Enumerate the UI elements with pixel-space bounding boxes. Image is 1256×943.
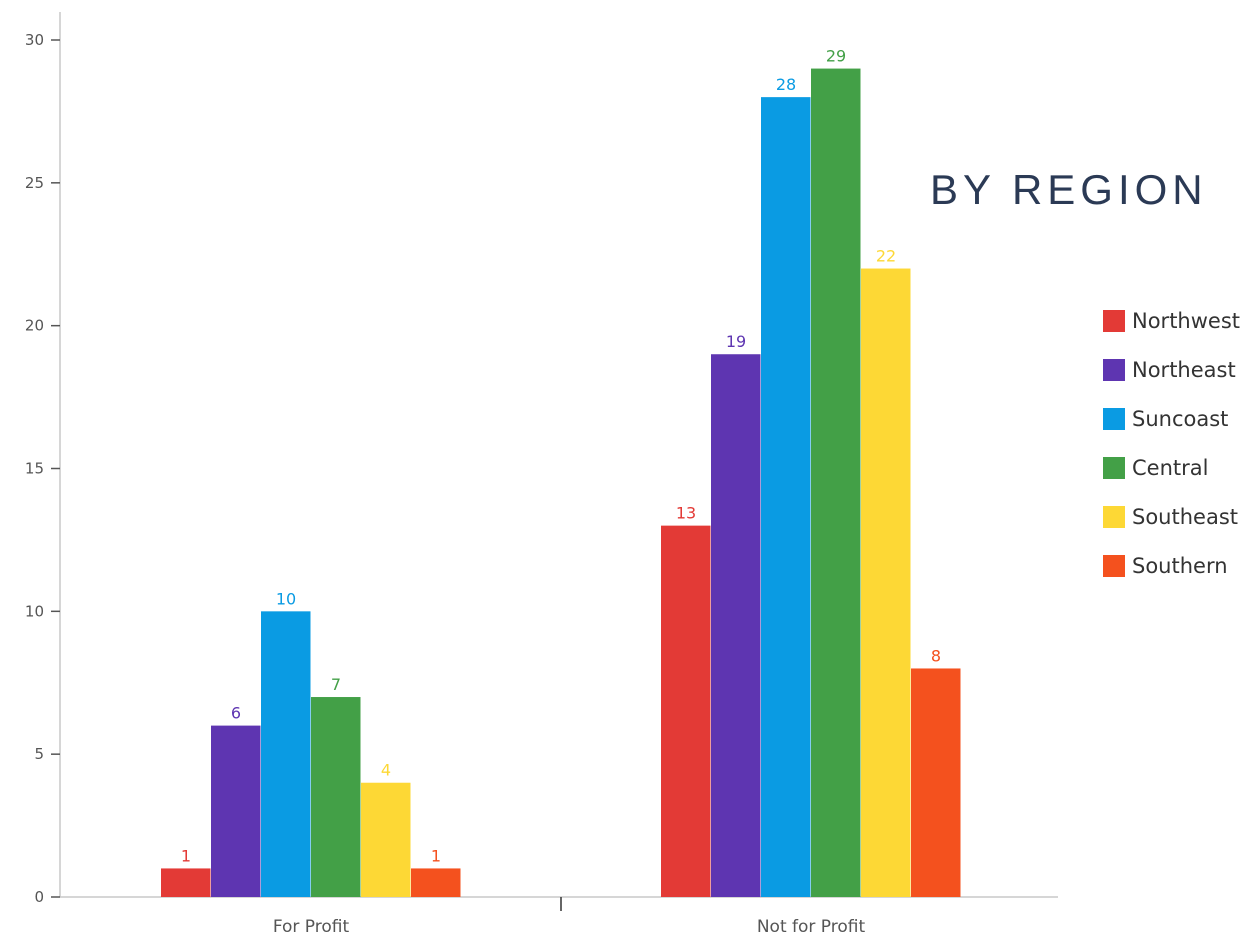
y-tick-label: 25: [25, 174, 44, 192]
x-tick-label: Not for Profit: [757, 917, 866, 937]
bar: [861, 268, 911, 897]
bar: [161, 868, 211, 897]
data-label: 8: [931, 646, 941, 665]
data-label: 19: [726, 332, 746, 351]
legend-item: Northeast: [1103, 345, 1240, 394]
bar: [711, 354, 761, 897]
data-label: 22: [876, 247, 896, 266]
y-tick-label: 15: [25, 460, 44, 478]
data-label: 28: [776, 75, 796, 94]
legend-swatch: [1103, 358, 1125, 381]
legend-label: Suncoast: [1132, 406, 1229, 431]
legend-swatch: [1103, 505, 1125, 528]
legend-swatch: [1103, 554, 1125, 577]
bar: [211, 725, 261, 897]
legend-label: Northwest: [1132, 308, 1241, 333]
bar: [911, 668, 961, 897]
y-tick-label: 10: [25, 602, 44, 620]
legend-label: Central: [1132, 455, 1209, 480]
data-label: 6: [231, 704, 241, 723]
data-label: 1: [431, 846, 441, 865]
legend-item: Southern: [1103, 541, 1240, 590]
bar: [411, 868, 461, 897]
data-label: 10: [276, 589, 296, 608]
bar: [361, 782, 411, 897]
legend-label: Southern: [1132, 553, 1228, 578]
data-label: 4: [381, 761, 391, 780]
bar: [661, 525, 711, 897]
legend-swatch: [1103, 407, 1125, 430]
data-label: 13: [676, 504, 696, 523]
legend-item: Central: [1103, 443, 1240, 492]
chart-title: BY REGION: [930, 166, 1208, 213]
legend-item: Northwest: [1103, 296, 1240, 345]
y-tick-label: 5: [34, 745, 44, 763]
bar: [811, 68, 861, 898]
data-label: 29: [826, 47, 846, 66]
bar: [261, 611, 311, 897]
legend: Northwest Northeast Suncoast Central Southea…: [1103, 296, 1240, 590]
data-label: 7: [331, 675, 341, 694]
y-tick-label: 0: [34, 888, 44, 906]
y-tick-label: 30: [25, 31, 44, 49]
legend-swatch: [1103, 309, 1125, 332]
bar: [311, 697, 361, 897]
x-tick-label: For Profit: [273, 917, 350, 937]
legend-label: Northeast: [1132, 357, 1236, 382]
y-tick-label: 20: [25, 317, 44, 335]
legend-label: Southeast: [1132, 504, 1238, 529]
legend-item: Suncoast: [1103, 394, 1240, 443]
data-label: 1: [181, 846, 191, 865]
bar: [761, 97, 811, 898]
legend-swatch: [1103, 456, 1125, 479]
legend-item: Southeast: [1103, 492, 1240, 541]
